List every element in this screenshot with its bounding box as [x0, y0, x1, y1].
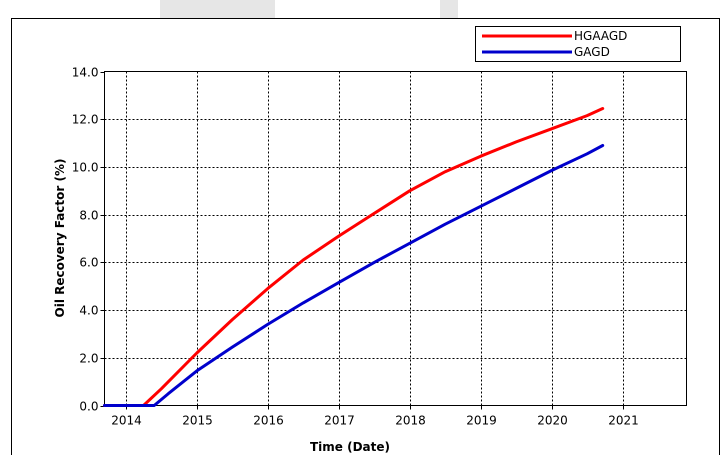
- x-tick-label: 2021: [608, 414, 639, 428]
- y-tick-label: 10.0: [72, 161, 99, 175]
- series-line-gagd: [103, 144, 605, 407]
- y-axis-title: Oil Recovery Factor (%): [53, 159, 67, 318]
- x-axis-title: Time (Date): [310, 440, 390, 454]
- x-tick-label: 2018: [395, 414, 426, 428]
- y-tick-label: 0.0: [79, 400, 98, 414]
- legend-label-hgaagd: HGAAGD: [574, 29, 627, 43]
- legend-label-gagd: GAGD: [574, 45, 610, 59]
- y-tick-label: 8.0: [79, 209, 98, 223]
- y-tick-label: 6.0: [79, 256, 98, 270]
- y-tick-label: 4.0: [79, 304, 98, 318]
- series-line-hgaagd: [103, 107, 605, 407]
- outer-border: [11, 18, 720, 459]
- legend: HGAAGD GAGD: [475, 26, 681, 62]
- y-tick-label: 12.0: [72, 113, 99, 127]
- x-tick-label: 2019: [466, 414, 497, 428]
- x-tick-label: 2014: [111, 414, 142, 428]
- x-tick-label: 2015: [182, 414, 213, 428]
- legend-box: [475, 26, 681, 62]
- axis-ticks: 2014 2015 2016 2017 2018 2019 2020 2021 0.0 2.0 4.…: [72, 66, 639, 428]
- x-tick-label: 2020: [537, 414, 568, 428]
- y-tick-label: 14.0: [72, 66, 99, 80]
- x-tick-label: 2016: [253, 414, 284, 428]
- watermark-bar-left: [160, 0, 275, 18]
- grid-lines: [104, 71, 687, 406]
- watermark-bar-right: [440, 0, 458, 18]
- series-lines: [103, 107, 605, 407]
- y-tick-label: 2.0: [79, 352, 98, 366]
- plot-area: [104, 71, 687, 406]
- x-tick-label: 2017: [324, 414, 355, 428]
